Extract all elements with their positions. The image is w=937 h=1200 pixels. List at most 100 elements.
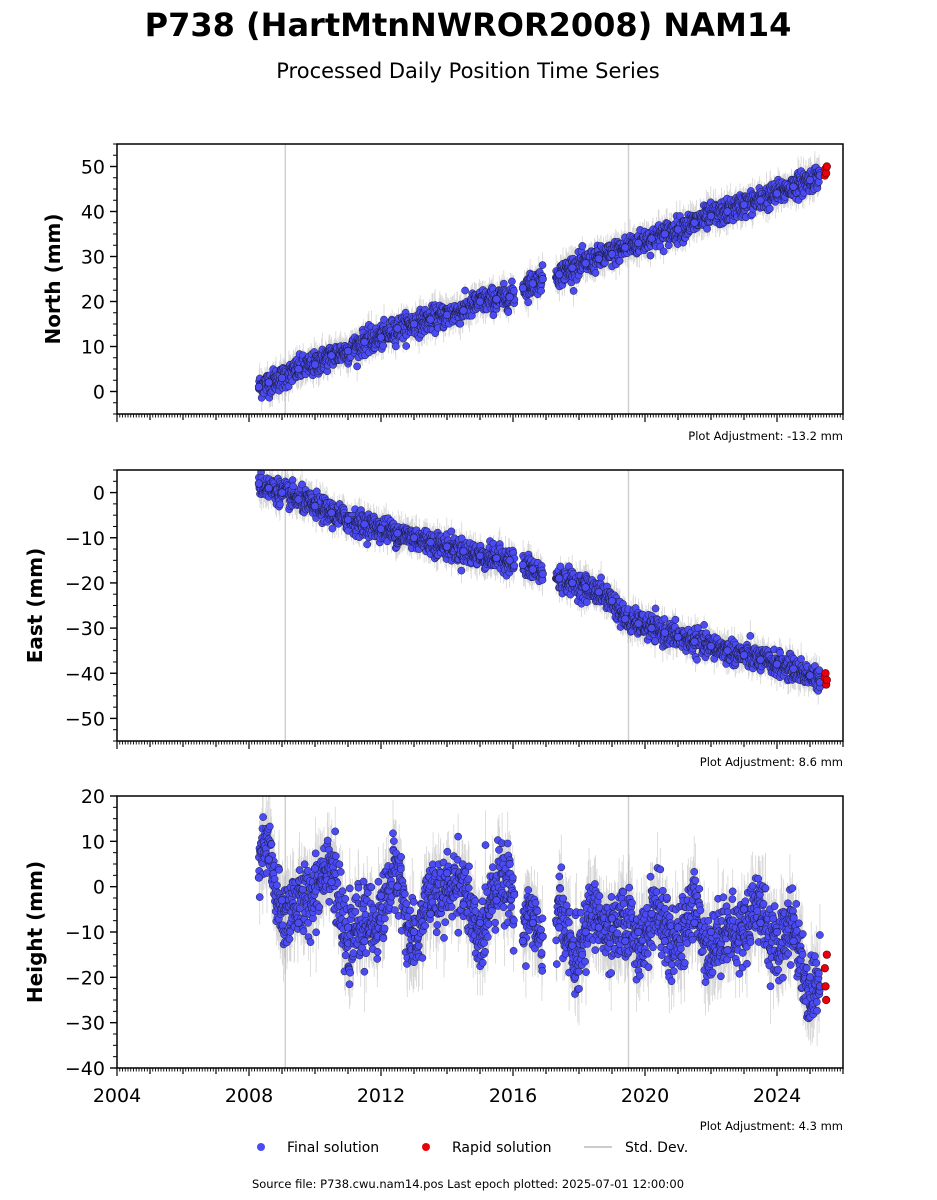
height-final-point [285, 935, 294, 943]
east-panel: 0 −10 −20 −30 −40 −50 East (mm) Plot Adjustment… [23, 469, 844, 769]
north-final-point [538, 261, 547, 269]
height-final-point [341, 951, 350, 960]
north-final-data-point [264, 378, 273, 387]
north-final-data-point [723, 207, 732, 216]
east-final-points-dense [255, 470, 824, 695]
height-final-point [346, 968, 354, 977]
east-final-point [746, 632, 755, 640]
height-final-point [300, 860, 309, 869]
north-final-data-point [360, 337, 369, 347]
north-final-data-point [772, 189, 782, 198]
north-final-point [510, 287, 518, 295]
north-final-data-point [294, 364, 303, 374]
north-final-data-point [505, 292, 514, 302]
height-final-point [255, 893, 264, 901]
north-final-data-point [409, 319, 419, 329]
east-final-point [363, 540, 372, 549]
north-final-data-point [706, 211, 716, 221]
height-final-point [373, 955, 382, 963]
height-final-point [299, 927, 308, 936]
height-final-point [341, 894, 350, 903]
north-rapid-point [822, 162, 831, 171]
east-final-point [700, 621, 708, 629]
north-axes-frame [116, 143, 844, 415]
north-plot-area [254, 144, 831, 414]
north-final-data-point [538, 274, 547, 284]
height-final-point [286, 927, 295, 936]
east-final-data-point [277, 488, 287, 497]
height-final-point [359, 877, 368, 886]
height-final-point [323, 836, 332, 845]
east-final-point [556, 562, 565, 571]
north-final-data-point [426, 315, 435, 324]
north-final-point [461, 286, 469, 295]
east-final-data-point [327, 508, 336, 518]
east-axes-frame [116, 469, 844, 742]
height-final-point [312, 928, 320, 937]
east-final-data-point [607, 596, 617, 606]
height-final-point [267, 840, 276, 849]
north-plot-adjustment: Plot Adjustment: -13.2 mm [688, 429, 843, 443]
north-final-point [703, 224, 711, 233]
north-final-data-point [310, 360, 320, 369]
height-final-point [345, 980, 354, 989]
east-final-point [276, 500, 284, 509]
height-final-point [362, 949, 370, 958]
height-final-point [345, 884, 354, 893]
east-final-data-point [789, 664, 798, 673]
height-final-point [352, 893, 361, 901]
north-final-point [615, 257, 624, 265]
east-final-data-point [594, 587, 603, 597]
east-final-data-point [772, 660, 782, 669]
east-final-data-point [254, 479, 263, 488]
height-final-point [315, 903, 324, 912]
height-final-point [374, 877, 383, 886]
east-final-data-point [690, 637, 699, 646]
north-final-point [379, 341, 388, 350]
east-final-data-point [343, 515, 353, 524]
east-final-data-point [538, 569, 547, 578]
east-rapid-point [822, 675, 831, 685]
north-final-data-point [739, 200, 749, 209]
east-final-point [671, 615, 680, 624]
north-final-point [765, 204, 774, 213]
east-final-point [597, 573, 605, 582]
east-final-data-point [528, 565, 537, 574]
north-final-data-point [568, 263, 577, 272]
north-final-point [402, 342, 411, 350]
east-final-data-point [756, 655, 765, 664]
north-final-point [664, 241, 673, 250]
north-final-data-point [607, 250, 617, 259]
height-final-point [265, 822, 274, 831]
north-final-point [353, 362, 361, 371]
north-final-data-point [594, 254, 603, 263]
east-final-point [797, 655, 805, 663]
east-y-tick-label: −40 [65, 663, 105, 685]
north-final-point [508, 277, 516, 286]
east-final-data-point [264, 483, 273, 493]
height-final-point [311, 849, 320, 858]
height-final-point [259, 813, 267, 821]
east-y-tick-label: −10 [65, 528, 105, 550]
east-y-tick-label: −20 [65, 573, 105, 595]
north-rapid-series [820, 162, 831, 180]
east-final-point [693, 655, 701, 664]
chart-subtitle: Processed Daily Position Time Series [276, 59, 660, 83]
east-final-data-point [647, 623, 656, 633]
north-final-data-point [442, 310, 452, 320]
north-final-data-point [555, 270, 564, 279]
east-final-data-point [492, 553, 501, 563]
north-y-tick-label: 30 [81, 247, 105, 269]
east-final-data-point [360, 520, 369, 529]
east-plot-area [254, 470, 831, 741]
north-final-data-point [660, 229, 669, 239]
height-final-point [373, 947, 382, 956]
north-final-data-point [805, 175, 815, 185]
north-final-data-point [277, 373, 287, 383]
height-final-point [298, 885, 307, 894]
east-final-point [651, 604, 660, 613]
east-final-data-point [739, 651, 749, 660]
north-final-point [591, 269, 600, 277]
